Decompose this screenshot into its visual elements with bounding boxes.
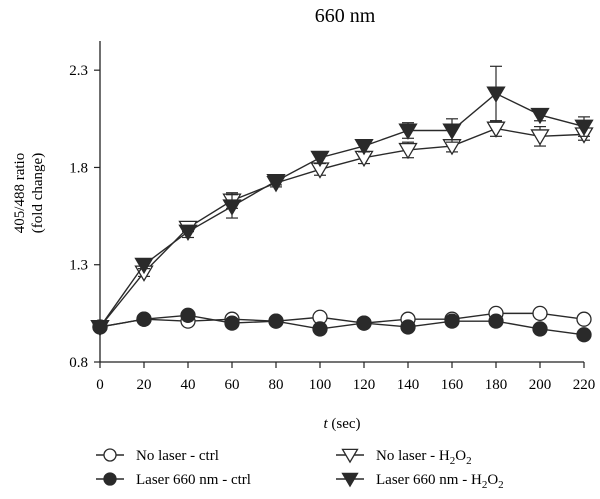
series-1 [92,307,592,343]
x-tick-label: 40 [181,377,196,393]
x-tick-label: 160 [441,377,464,393]
data-point [178,224,198,242]
x-tick-label: 20 [137,377,152,393]
data-point [222,199,242,216]
data-point [400,319,416,335]
series-0 [92,305,592,335]
legend-item-1: Laser 660 nm - ctrl [96,472,251,488]
data-point [266,174,286,191]
legend-marker [103,448,117,462]
data-point [92,319,108,335]
legend-item-0: No laser - ctrl [96,448,219,464]
legend-marker [103,472,117,486]
data-point [180,307,196,323]
series-2 [90,120,594,337]
y-tick-label: 2.3 [69,63,88,79]
x-tick-label: 180 [485,377,508,393]
data-point [136,311,152,327]
legend-label: Laser 660 nm - H2O2 [376,472,504,491]
x-tick-label: 200 [529,377,552,393]
x-tick-label: 0 [96,377,104,393]
data-point [134,257,154,275]
data-point [532,321,548,337]
legend-label: Laser 660 nm - ctrl [136,472,251,488]
data-point [486,86,506,103]
data-point [268,313,284,329]
data-point [486,121,506,138]
legend-marker [341,472,359,488]
data-point [398,123,418,140]
series-line [99,314,585,336]
x-tick-label: 120 [353,377,376,393]
data-point [354,139,374,156]
y-tick-label: 0.8 [69,355,88,371]
axes: 0 20 40 60 80 100 120 140 160 180 200 220 0.8 1.3 1.8 2… [69,41,595,393]
data-point [312,321,328,337]
y-axis-label: 405/488 ratio (fold change) [12,153,46,233]
data-point [310,150,330,168]
legend-label: No laser - H2O2 [376,448,472,467]
data-point [530,129,550,146]
series-line [99,312,585,328]
legend: No laser - ctrl Laser 660 nm - ctrl No las… [96,448,504,491]
x-tick-label: 100 [309,377,332,393]
data-point [576,311,592,327]
legend-item-2: No laser - H2O2 [336,448,472,467]
data-point [398,142,418,160]
data-point [442,123,462,140]
data-point [444,313,460,329]
svg-text:(fold change): (fold change) [30,153,46,233]
data-point [576,327,592,343]
legend-marker [341,448,359,464]
data-point [574,119,594,136]
y-tick-label: 1.3 [69,258,88,274]
legend-label: No laser - ctrl [136,448,219,464]
series-line [99,127,585,328]
legend-item-3: Laser 660 nm - H2O2 [336,472,504,491]
data-point [356,315,372,331]
chart-title: 660 nm [315,5,376,27]
x-tick-label: 220 [573,377,596,393]
data-point [488,313,504,329]
data-point [532,305,548,322]
y-tick-label: 1.8 [69,160,88,176]
plot-area [90,65,594,343]
x-tick-label: 80 [269,377,284,393]
series-line [99,92,585,328]
data-point [530,107,550,125]
svg-text:405/488 ratio: 405/488 ratio [12,153,28,233]
x-tick-label: 140 [397,377,420,393]
x-axis-label: t (sec) [323,416,360,432]
series-3 [90,65,594,337]
data-point [224,315,240,331]
x-tick-label: 60 [225,377,240,393]
